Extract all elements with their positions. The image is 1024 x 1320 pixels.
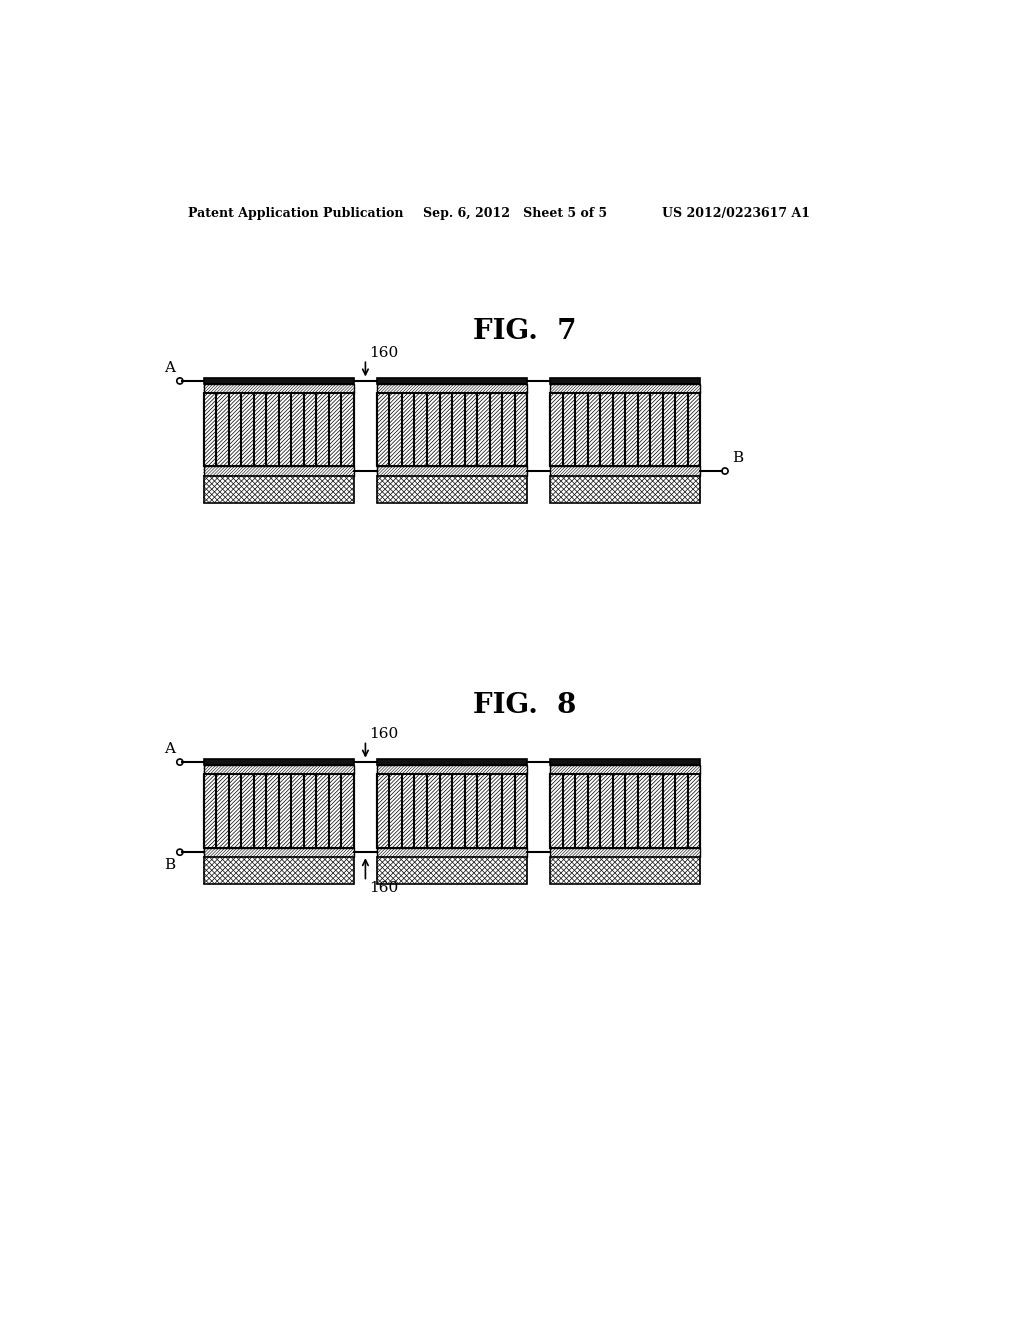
Text: A: A [164, 360, 175, 375]
Bar [550, 775, 700, 847]
Text: FIG.  7: FIG. 7 [473, 318, 577, 345]
Bar [550, 847, 700, 857]
Bar [550, 857, 700, 884]
Bar [550, 766, 700, 775]
Text: Sep. 6, 2012   Sheet 5 of 5: Sep. 6, 2012 Sheet 5 of 5 [423, 207, 607, 220]
Bar [377, 466, 527, 475]
Text: A: A [164, 742, 175, 756]
Bar [204, 393, 354, 466]
Bar [377, 766, 527, 775]
Text: B: B [732, 451, 742, 465]
Bar [377, 857, 527, 884]
Bar [550, 475, 700, 503]
Text: FIG.  8: FIG. 8 [473, 692, 577, 718]
Text: 160: 160 [370, 880, 398, 895]
Text: B: B [164, 858, 175, 873]
Bar [204, 759, 354, 766]
Bar [204, 384, 354, 393]
Bar [377, 759, 527, 766]
Bar [204, 378, 354, 384]
Bar [377, 378, 527, 384]
Text: 160: 160 [370, 346, 398, 360]
Bar [204, 857, 354, 884]
Bar [204, 847, 354, 857]
Bar [377, 775, 527, 847]
Text: 160: 160 [370, 727, 398, 742]
Bar [204, 766, 354, 775]
Text: Patent Application Publication: Patent Application Publication [188, 207, 403, 220]
Bar [377, 847, 527, 857]
Bar [550, 466, 700, 475]
Bar [204, 775, 354, 847]
Bar [204, 466, 354, 475]
Bar [377, 393, 527, 466]
Bar [550, 384, 700, 393]
Bar [377, 475, 527, 503]
Text: US 2012/0223617 A1: US 2012/0223617 A1 [662, 207, 810, 220]
Bar [550, 393, 700, 466]
Bar [377, 384, 527, 393]
Bar [550, 378, 700, 384]
Bar [550, 759, 700, 766]
Bar [204, 475, 354, 503]
